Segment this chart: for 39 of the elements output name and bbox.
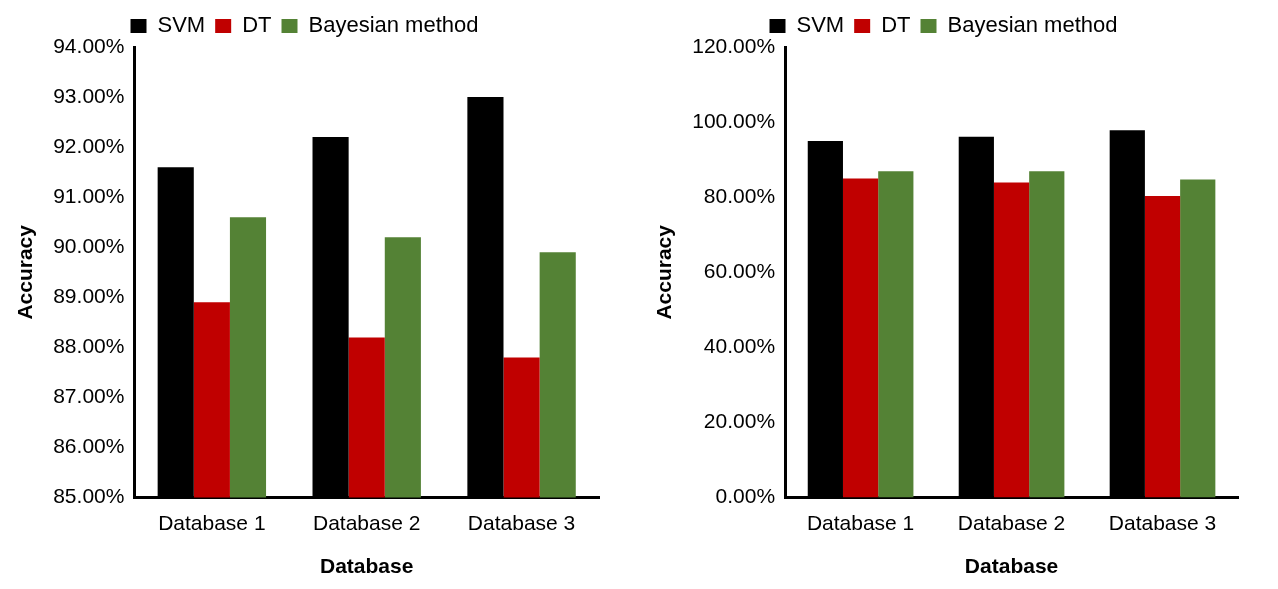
y-tick-label: 60.00%	[703, 259, 776, 283]
x-tick-label: Database 2	[957, 511, 1066, 534]
legend-label: Bayesian method	[947, 12, 1118, 38]
y-axis-title: Accuracy	[13, 224, 37, 320]
y-tick-label: 40.00%	[703, 334, 776, 358]
y-tick-label: 0.00%	[715, 484, 776, 508]
legend-label: SVM	[157, 12, 206, 38]
legend-label: DT	[242, 12, 272, 38]
y-axis-title: Accuracy	[652, 224, 676, 320]
bar	[1180, 179, 1216, 498]
bar	[1144, 196, 1181, 498]
y-tick-label: 94.00%	[53, 33, 125, 57]
y-tick-label: 80.00%	[703, 184, 776, 207]
y-tick-label: 93.00%	[53, 83, 125, 107]
x-tick-label: Database 3	[467, 511, 576, 534]
x-tick-label: Database 1	[158, 511, 266, 534]
y-tick-label: 87.00%	[53, 384, 125, 408]
y-tick-label: 88.00%	[53, 334, 125, 358]
x-axis-title: Database	[964, 554, 1059, 578]
y-tick-label: 91.00%	[53, 184, 125, 207]
bar	[993, 182, 1030, 498]
y-tick-label: 90.00%	[53, 234, 125, 258]
y-tick-label: 89.00%	[53, 284, 125, 308]
y-tick-label: 120.00%	[692, 33, 776, 57]
x-tick-label: Database 2	[313, 511, 421, 534]
legend-label: Bayesian method	[308, 12, 479, 38]
bar	[1029, 171, 1065, 498]
y-tick-label: 100.00%	[692, 108, 776, 132]
y-tick-label: 85.00%	[53, 484, 125, 508]
x-axis-title: Database	[320, 554, 414, 578]
y-tick-label: 20.00%	[703, 409, 776, 433]
legend-label: SVM	[796, 12, 845, 38]
x-tick-label: Database 3	[1108, 511, 1217, 534]
bar	[878, 171, 914, 498]
legend-label: DT	[881, 12, 911, 38]
bar	[842, 178, 879, 498]
y-tick-label: 86.00%	[53, 434, 125, 458]
x-tick-label: Database 1	[806, 511, 915, 534]
y-tick-label: 92.00%	[53, 133, 125, 157]
